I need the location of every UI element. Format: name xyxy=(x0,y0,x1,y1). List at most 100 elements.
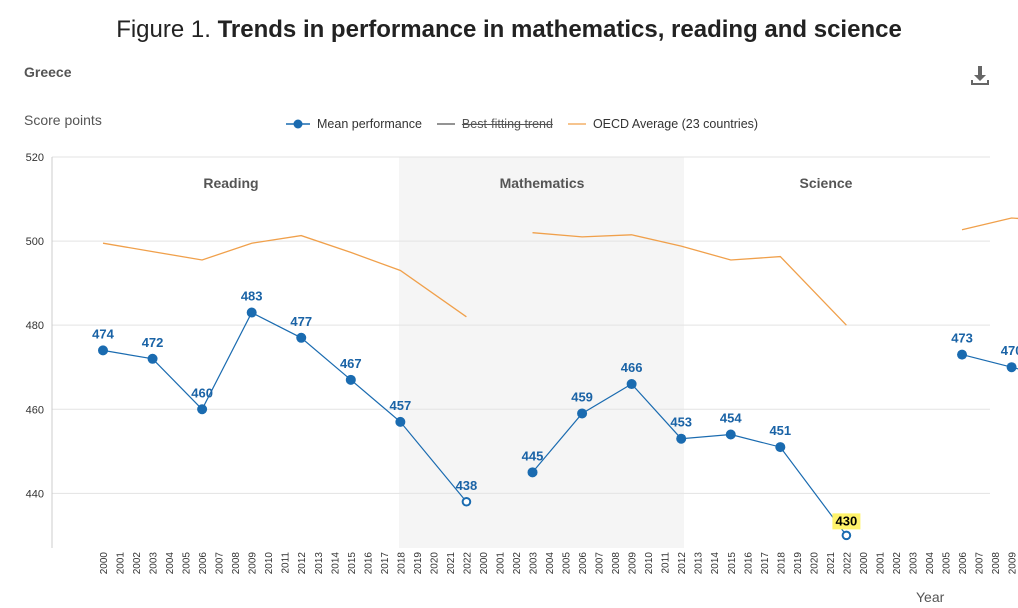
mean-line-science xyxy=(961,354,1018,370)
x-tick-label: 2019 xyxy=(793,552,804,575)
x-tick-label: 2009 xyxy=(1008,552,1018,575)
title-main: Trends in performance in mathematics, re… xyxy=(217,16,902,43)
x-tick-label: 2005 xyxy=(562,552,573,575)
x-tick-label: 2009 xyxy=(628,552,639,575)
mean-point-reading xyxy=(98,345,108,356)
data-label-reading: 467 xyxy=(340,356,362,371)
title-prefix: Figure 1. xyxy=(116,16,218,43)
mean-point-mathematics xyxy=(841,530,852,541)
data-label-reading: 472 xyxy=(142,335,164,350)
mean-point-reading xyxy=(296,332,307,343)
data-label-reading: 460 xyxy=(191,385,213,400)
legend-oecd-label: OECD Average (23 countries) xyxy=(592,117,759,131)
x-tick-label: 2000 xyxy=(479,552,490,575)
mean-point-science xyxy=(957,349,968,360)
x-axis-unit: Year xyxy=(916,589,945,605)
x-tick-label: 2006 xyxy=(198,552,209,575)
x-tick-label: 2004 xyxy=(925,552,936,575)
x-tick-label: 2004 xyxy=(165,552,176,575)
x-tick-label: 2001 xyxy=(495,552,506,575)
oecd-line-reading xyxy=(102,234,467,318)
x-tick-label: 2018 xyxy=(396,552,407,575)
data-label-science: 473 xyxy=(951,331,973,346)
data-label-reading: 477 xyxy=(290,314,312,329)
x-tick-label: 2007 xyxy=(215,552,226,575)
x-tick-label: 2013 xyxy=(694,552,705,575)
x-tick-label: 2016 xyxy=(363,552,374,575)
x-tick-label: 2003 xyxy=(149,552,160,575)
panel-label-reading: Reading xyxy=(203,175,258,191)
x-tick-label: 2003 xyxy=(908,552,919,575)
x-tick-label: 2013 xyxy=(314,552,325,575)
x-tick-label: 2014 xyxy=(330,552,341,575)
legend-trend-label: Best-fitting trend xyxy=(461,117,553,131)
mean-line-reading xyxy=(102,311,467,503)
x-tick-label: 2002 xyxy=(132,552,143,575)
mean-point-reading xyxy=(461,496,472,507)
mean-point-reading xyxy=(197,404,208,415)
x-tick-label: 2002 xyxy=(892,552,903,575)
y-tick-label-520: 520 xyxy=(26,152,44,164)
mean-point-mathematics xyxy=(775,442,786,453)
x-tick-label: 2004 xyxy=(545,552,556,575)
x-tick-label: 2010 xyxy=(644,552,655,575)
mean-point-reading xyxy=(345,374,356,385)
x-tick-label: 2022 xyxy=(462,552,473,575)
mean-point-mathematics xyxy=(626,379,637,390)
x-tick-label: 2012 xyxy=(677,552,688,575)
highlight-box xyxy=(832,513,861,530)
x-tick-label: 2008 xyxy=(231,552,242,575)
data-label-reading: 483 xyxy=(241,289,263,304)
x-tick-label: 2009 xyxy=(248,552,259,575)
x-tick-label: 2008 xyxy=(991,552,1002,575)
y-axis-unit: Score points xyxy=(24,112,102,128)
x-tick-label: 2015 xyxy=(727,552,738,575)
data-label-reading: 438 xyxy=(456,478,478,493)
mean-point-mathematics xyxy=(527,467,538,478)
x-tick-label: 2022 xyxy=(842,552,853,575)
mean-point-mathematics xyxy=(725,429,736,440)
data-label-mathematics: 466 xyxy=(621,360,643,375)
x-tick-label: 2017 xyxy=(380,552,391,575)
data-label-mathematics: 459 xyxy=(571,389,593,404)
x-tick-label: 2018 xyxy=(776,552,787,575)
data-label-reading: 457 xyxy=(390,398,412,413)
legend-oecd-swatch xyxy=(567,123,586,125)
legend: Mean performance Best-fitting trend OECD… xyxy=(285,117,772,131)
y-tick-label-480: 480 xyxy=(26,320,44,332)
x-tick-label: 2012 xyxy=(297,552,308,575)
data-label-reading: 474 xyxy=(92,326,114,341)
x-tick-label: 2016 xyxy=(743,552,754,575)
legend-mean-label: Mean performance xyxy=(317,117,422,131)
y-tick-label-440: 440 xyxy=(26,488,44,500)
x-tick-label: 2005 xyxy=(182,552,193,575)
panel-label-mathematics: Mathematics xyxy=(500,175,585,191)
legend-trend[interactable]: Best-fitting trend xyxy=(436,117,553,131)
mean-point-mathematics xyxy=(577,408,588,419)
x-tick-label: 2011 xyxy=(281,552,292,574)
mean-point-reading xyxy=(395,416,406,427)
download-icon[interactable] xyxy=(968,64,992,88)
country-label: Greece xyxy=(24,64,72,80)
x-tick-label: 2006 xyxy=(958,552,969,575)
legend-mean[interactable]: Mean performance xyxy=(285,117,422,131)
data-label-science: 470 xyxy=(1001,343,1018,358)
x-tick-label: 2001 xyxy=(116,552,127,575)
legend-oecd[interactable]: OECD Average (23 countries) xyxy=(567,117,758,131)
x-tick-label: 2019 xyxy=(413,552,424,575)
x-tick-label: 2015 xyxy=(347,552,358,575)
x-tick-label: 2000 xyxy=(99,552,110,575)
chart-title: Figure 1. Trends in performance in mathe… xyxy=(0,16,1018,44)
data-label-mathematics: 453 xyxy=(670,415,692,430)
x-tick-label: 2000 xyxy=(859,552,870,575)
x-tick-label: 2001 xyxy=(875,552,886,575)
x-tick-label: 2020 xyxy=(809,552,820,575)
data-label-mathematics: 454 xyxy=(720,410,742,425)
legend-trend-swatch xyxy=(436,123,455,125)
data-label-mathematics: 445 xyxy=(522,448,544,463)
y-tick-label-500: 500 xyxy=(26,236,44,248)
y-tick-label-460: 460 xyxy=(26,404,44,416)
data-label-mathematics: 451 xyxy=(769,423,791,438)
legend-mean-swatch xyxy=(286,119,310,129)
